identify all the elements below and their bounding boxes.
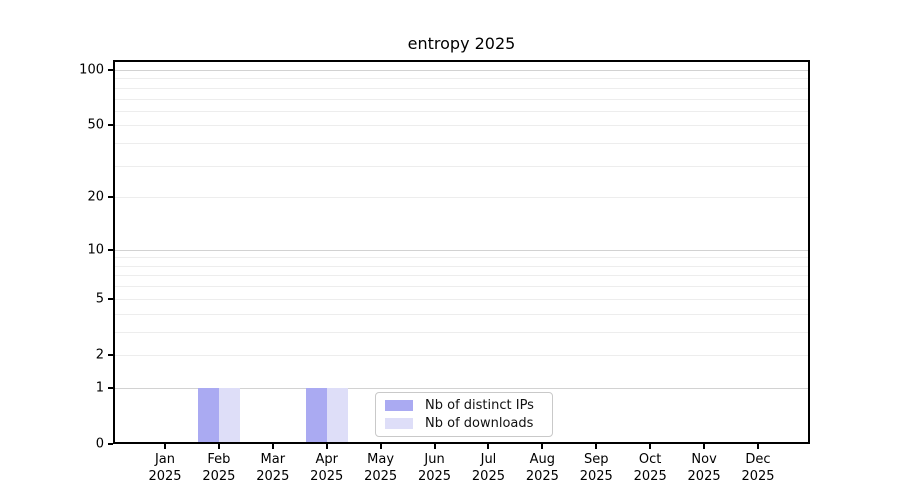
x-tick-label: Dec 2025: [741, 452, 775, 484]
minor-gridline: [113, 257, 810, 259]
x-tick-label: Oct 2025: [633, 452, 667, 484]
y-axis-tick: [108, 69, 113, 71]
minor-gridline: [113, 125, 810, 127]
x-tick-label: Feb 2025: [202, 452, 236, 484]
x-axis-tick: [756, 444, 759, 449]
chart-title: entropy 2025: [407, 34, 516, 53]
y-axis-tick: [108, 196, 113, 199]
minor-gridline: [113, 143, 810, 145]
y-axis-tick: [108, 248, 113, 251]
y-tick-label: 100: [79, 62, 104, 78]
y-axis-tick: [108, 386, 113, 389]
x-axis-tick: [541, 444, 544, 449]
minor-gridline: [113, 331, 810, 333]
x-axis-tick: [433, 444, 436, 449]
major-gridline: [113, 387, 810, 389]
legend-swatch-downloads: [385, 418, 413, 429]
y-axis-tick: [108, 297, 113, 300]
x-tick-label: Mar 2025: [256, 452, 290, 484]
x-axis-tick: [271, 444, 274, 449]
bar-distinct-ips: [197, 387, 219, 444]
x-axis-tick: [217, 444, 220, 449]
y-tick-label: 1: [95, 380, 104, 396]
x-tick-label: Jul 2025: [471, 452, 505, 484]
minor-gridline: [113, 286, 810, 288]
minor-gridline: [113, 165, 810, 167]
legend-label-downloads: Nb of downloads: [425, 416, 534, 431]
bar-distinct-ips: [305, 387, 327, 444]
x-axis-tick: [595, 444, 598, 449]
minor-gridline: [113, 313, 810, 315]
x-tick-label: May 2025: [364, 452, 398, 484]
y-tick-label: 50: [87, 117, 104, 133]
minor-gridline: [113, 78, 810, 80]
x-axis-tick: [487, 444, 490, 449]
minor-gridline: [113, 354, 810, 356]
bar-downloads: [218, 387, 240, 444]
x-tick-label: Apr 2025: [310, 452, 344, 484]
x-tick-label: Nov 2025: [687, 452, 721, 484]
minor-gridline: [113, 298, 810, 300]
minor-gridline: [113, 265, 810, 267]
y-tick-label: 20: [87, 189, 104, 205]
y-tick-label: 2: [95, 347, 104, 363]
x-tick-label: Jun 2025: [417, 452, 452, 484]
y-axis-tick: [108, 443, 113, 445]
x-axis-tick: [379, 444, 382, 449]
x-tick-label: Sep 2025: [579, 452, 613, 484]
legend-entry-distinct-ips: Nb of distinct IPs: [385, 398, 543, 413]
y-tick-label: 0: [95, 436, 104, 452]
y-tick-label: 10: [87, 242, 104, 258]
x-axis-tick: [325, 444, 328, 449]
plot-area: [113, 60, 810, 444]
major-gridline: [113, 70, 810, 71]
minor-gridline: [113, 87, 810, 89]
x-axis-tick: [649, 444, 652, 449]
y-tick-label: 5: [95, 291, 104, 307]
minor-gridline: [113, 275, 810, 277]
x-tick-label: Jan 2025: [148, 452, 182, 484]
minor-gridline: [113, 98, 810, 100]
x-tick-label: Aug 2025: [525, 452, 559, 484]
major-gridline: [113, 249, 810, 251]
legend-entry-downloads: Nb of downloads: [385, 416, 543, 431]
bar-downloads: [326, 387, 348, 444]
y-axis-tick: [108, 353, 113, 356]
legend-swatch-distinct-ips: [385, 400, 413, 411]
minor-gridline: [113, 197, 810, 199]
x-axis-tick: [164, 444, 166, 449]
legend: Nb of distinct IPs Nb of downloads: [375, 392, 553, 437]
x-axis-tick: [703, 444, 706, 449]
minor-gridline: [113, 110, 810, 112]
legend-label-distinct-ips: Nb of distinct IPs: [425, 398, 534, 413]
y-axis-tick: [108, 124, 113, 127]
